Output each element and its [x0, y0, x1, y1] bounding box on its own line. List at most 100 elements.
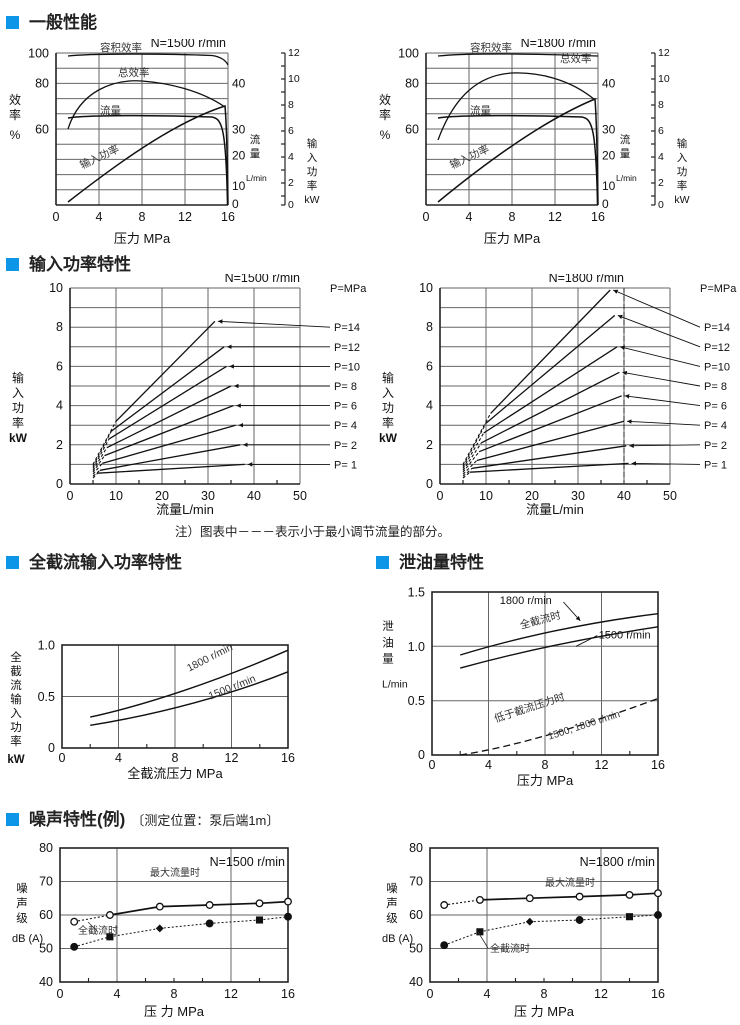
svg-text:全截流时: 全截流时: [518, 608, 562, 632]
svg-text:4: 4: [115, 751, 122, 765]
svg-text:6: 6: [426, 359, 433, 373]
svg-text:0: 0: [429, 758, 436, 772]
svg-text:全截流时: 全截流时: [490, 942, 530, 955]
svg-text:8: 8: [658, 99, 664, 111]
svg-text:30: 30: [201, 489, 215, 503]
svg-text:声: 声: [386, 896, 398, 910]
svg-text:40: 40: [602, 77, 616, 91]
svg-text:全截流压力 MPa: 全截流压力 MPa: [127, 766, 223, 781]
svg-text:输: 输: [10, 692, 22, 706]
svg-text:kW: kW: [379, 431, 398, 445]
svg-text:量: 量: [620, 148, 631, 160]
svg-text:40: 40: [39, 975, 53, 989]
svg-text:入: 入: [10, 707, 22, 720]
svg-text:8: 8: [509, 210, 516, 224]
svg-text:10: 10: [479, 489, 493, 503]
svg-text:P= 8: P= 8: [704, 381, 727, 393]
svg-text:60: 60: [409, 908, 423, 922]
svg-text:0: 0: [423, 210, 430, 224]
svg-text:12: 12: [548, 210, 562, 224]
svg-text:0.5: 0.5: [38, 690, 55, 704]
svg-text:70: 70: [39, 875, 53, 889]
svg-text:L/min: L/min: [246, 173, 267, 183]
svg-text:0: 0: [602, 197, 609, 211]
svg-text:P= 1: P= 1: [704, 459, 727, 471]
svg-text:率: 率: [677, 179, 688, 192]
svg-text:kW: kW: [7, 754, 24, 766]
svg-text:4: 4: [288, 151, 294, 163]
svg-text:6: 6: [658, 125, 664, 137]
svg-text:10: 10: [49, 281, 63, 295]
svg-text:2: 2: [426, 438, 433, 452]
svg-text:功: 功: [10, 721, 22, 734]
svg-text:L/min: L/min: [382, 679, 408, 691]
svg-text:20: 20: [602, 148, 616, 162]
svg-text:功: 功: [382, 401, 394, 415]
svg-text:20: 20: [155, 489, 169, 503]
svg-text:0: 0: [426, 477, 433, 491]
svg-text:30: 30: [602, 123, 616, 137]
svg-text:P=10: P=10: [704, 361, 730, 373]
svg-text:30: 30: [571, 489, 585, 503]
svg-text:8: 8: [542, 758, 549, 772]
svg-text:1.0: 1.0: [408, 640, 425, 654]
svg-text:输: 输: [307, 137, 318, 150]
svg-text:16: 16: [281, 751, 295, 765]
svg-text:80: 80: [409, 841, 423, 855]
svg-text:8: 8: [56, 320, 63, 334]
svg-text:输: 输: [12, 370, 24, 385]
svg-text:80: 80: [35, 77, 49, 91]
svg-text:P=14: P=14: [334, 322, 360, 334]
svg-text:10: 10: [109, 489, 123, 503]
svg-text:输: 输: [677, 137, 688, 150]
svg-text:低于截流压力时: 低于截流压力时: [493, 690, 567, 725]
svg-text:4: 4: [114, 987, 121, 1001]
svg-text:量: 量: [382, 653, 394, 666]
svg-text:输: 输: [382, 370, 394, 385]
svg-text:流: 流: [620, 133, 631, 146]
svg-text:功: 功: [677, 166, 688, 178]
svg-text:P= 2: P= 2: [704, 440, 727, 452]
svg-text:16: 16: [651, 987, 665, 1001]
svg-text:60: 60: [39, 908, 53, 922]
svg-text:1.0: 1.0: [38, 639, 55, 653]
svg-text:2: 2: [56, 438, 63, 452]
svg-text:16: 16: [281, 987, 295, 1001]
svg-text:0: 0: [67, 489, 74, 503]
svg-text:噪: 噪: [16, 882, 28, 895]
svg-text:容积效率: 容积效率: [100, 41, 142, 54]
svg-text:功: 功: [12, 401, 24, 415]
svg-text:入: 入: [307, 152, 318, 164]
svg-text:量: 量: [250, 148, 261, 160]
svg-text:40: 40: [617, 489, 631, 503]
svg-text:30: 30: [232, 123, 246, 137]
svg-text:容积效率: 容积效率: [470, 41, 512, 54]
svg-text:1800 r/min: 1800 r/min: [185, 641, 235, 674]
svg-text:%: %: [10, 128, 21, 142]
svg-text:截: 截: [10, 664, 22, 678]
svg-text:20: 20: [232, 148, 246, 162]
svg-text:流量: 流量: [100, 104, 121, 117]
svg-text:6: 6: [288, 125, 294, 137]
svg-text:16: 16: [651, 758, 665, 772]
svg-text:入: 入: [677, 152, 688, 164]
svg-text:P= 6: P= 6: [334, 401, 357, 413]
svg-text:8: 8: [541, 987, 548, 1001]
svg-text:噪: 噪: [386, 882, 398, 895]
svg-text:dB (A): dB (A): [382, 933, 413, 945]
svg-text:%: %: [380, 128, 391, 142]
svg-text:70: 70: [409, 875, 423, 889]
svg-text:压 力 MPa: 压 力 MPa: [514, 1004, 575, 1019]
svg-text:P=12: P=12: [334, 342, 360, 354]
svg-text:流: 流: [250, 133, 261, 146]
svg-text:4: 4: [484, 987, 491, 1001]
svg-text:40: 40: [247, 489, 261, 503]
svg-text:60: 60: [35, 123, 49, 137]
svg-text:4: 4: [96, 210, 103, 224]
svg-text:率: 率: [10, 734, 22, 748]
svg-text:压力 MPa: 压力 MPa: [114, 231, 171, 246]
svg-text:12: 12: [178, 210, 192, 224]
svg-text:12: 12: [225, 751, 239, 765]
svg-text:10: 10: [658, 73, 670, 85]
svg-text:总效率: 总效率: [560, 52, 592, 65]
